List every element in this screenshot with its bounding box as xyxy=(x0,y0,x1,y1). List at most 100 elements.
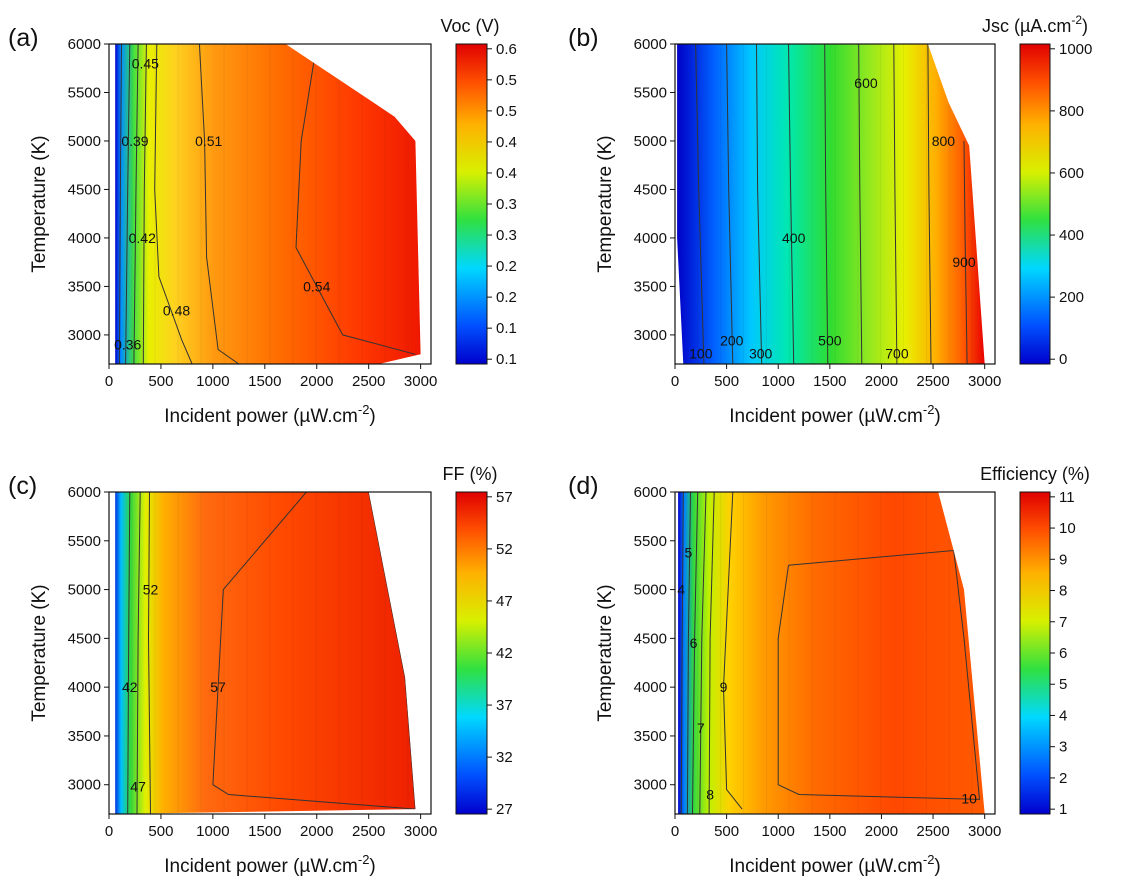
contour-line-47 xyxy=(136,492,141,814)
colorbar-tick-label: 27 xyxy=(496,801,513,818)
y-axis-label: Temperature (K) xyxy=(595,135,616,272)
contour-label: 200 xyxy=(720,333,744,349)
y-tick-label: 6000 xyxy=(634,484,667,501)
panel-b: 100 200 300 400 500 600 700 800 900 0 500 1000 1500 2… xyxy=(568,13,1092,427)
contour-line-0.54 xyxy=(295,44,416,355)
contour-line-10 xyxy=(777,549,981,800)
x-tick-label: 1500 xyxy=(248,823,281,840)
contour-line-600 xyxy=(858,44,863,364)
contour-line-6 xyxy=(692,492,699,814)
contour-label: 0.54 xyxy=(303,278,330,294)
contour-lines xyxy=(695,44,968,364)
x-tick-label: 500 xyxy=(714,823,739,840)
contour-line-57 xyxy=(212,492,416,810)
contour-label: 52 xyxy=(143,582,159,598)
y-tick-label: 3000 xyxy=(634,327,667,344)
x-tick-label: 2000 xyxy=(865,823,898,840)
y-tick-label: 4000 xyxy=(634,679,667,696)
colorbar xyxy=(1019,43,1051,365)
x-tick-label: 0 xyxy=(671,373,679,390)
contour-label: 0.42 xyxy=(129,230,156,246)
colorbar-tick-label: 400 xyxy=(1059,227,1084,244)
x-tick-label: 2500 xyxy=(916,373,949,390)
colorbar-tick-label: 1 xyxy=(1059,801,1067,818)
x-axis-label: Incident power (µW.cm-2) xyxy=(729,852,941,877)
contour-line-9 xyxy=(722,492,743,810)
colorbar-tick-label: 0.5 xyxy=(496,103,517,120)
y-tick-label: 4500 xyxy=(634,630,667,647)
contour-line-100 xyxy=(695,44,705,364)
colorbar-tick-label: 0.1 xyxy=(496,351,517,368)
x-tick-label: 2000 xyxy=(865,373,898,390)
y-tick-label: 5500 xyxy=(634,533,667,550)
y-tick-label: 5000 xyxy=(634,582,667,599)
colorbar-tick-label: 8 xyxy=(1059,583,1067,600)
contour-label: 57 xyxy=(210,679,226,695)
y-tick-label: 3000 xyxy=(68,327,101,344)
x-tick-label: 1000 xyxy=(762,373,795,390)
contour-label: 10 xyxy=(961,790,977,806)
colorbar-tick-label: 800 xyxy=(1059,103,1084,120)
plot-frame xyxy=(674,491,996,815)
contour-label: 8 xyxy=(706,786,714,802)
y-tick-label: 6000 xyxy=(68,484,101,501)
colorbar-tick-label: 0.2 xyxy=(496,289,517,306)
contour-label: 300 xyxy=(749,345,773,361)
y-tick-label: 5000 xyxy=(68,582,101,599)
colorbar-tick-label: 1000 xyxy=(1059,41,1092,58)
x-tick-label: 0 xyxy=(671,823,679,840)
x-tick-label: 1000 xyxy=(762,823,795,840)
contour-line-700 xyxy=(893,44,898,364)
contour-line-200 xyxy=(726,44,734,364)
x-tick-label: 0 xyxy=(105,373,113,390)
colorbar-title: Jsc (µA.cm-2) xyxy=(982,13,1088,36)
panel-c: 42 47 52 57 0 500 1000 1500 2000 2500 3000 6000 5500… xyxy=(8,464,513,877)
contour-line-0.39 xyxy=(125,44,131,364)
colorbar xyxy=(455,43,488,365)
x-tick-label: 1000 xyxy=(196,823,229,840)
colorbar-tick-label: 4 xyxy=(1059,707,1067,724)
colorbar-tick-label: 6 xyxy=(1059,645,1067,662)
plot-frame xyxy=(108,491,432,815)
colorbar-tick-label: 52 xyxy=(496,541,513,558)
y-axis-label: Temperature (K) xyxy=(595,584,616,721)
colorbar-tick-label: 42 xyxy=(496,645,513,662)
panel-label: (c) xyxy=(8,472,37,500)
y-tick-label: 6000 xyxy=(68,36,101,53)
colorbar xyxy=(455,491,488,815)
contour-lines xyxy=(680,492,981,814)
contour-label: 42 xyxy=(122,679,138,695)
contour-fill xyxy=(678,492,985,814)
colorbar-tick-label: 9 xyxy=(1059,551,1067,568)
contour-label: 0.39 xyxy=(121,133,148,149)
contour-line-8 xyxy=(708,492,715,814)
y-tick-label: 5000 xyxy=(634,133,667,150)
contour-line-900 xyxy=(963,140,968,364)
contour-line-4 xyxy=(680,492,684,814)
contour-line-52 xyxy=(147,492,151,814)
contour-fill xyxy=(115,44,421,364)
x-tick-label: 1500 xyxy=(813,373,846,390)
colorbar-tick-label: 2 xyxy=(1059,770,1067,787)
colorbar-tick-label: 10 xyxy=(1059,520,1076,537)
colorbar-tick-label: 11 xyxy=(1059,489,1075,506)
contour-label: 400 xyxy=(782,230,806,246)
x-tick-label: 2000 xyxy=(300,823,333,840)
colorbar-tick-label: 200 xyxy=(1059,289,1084,306)
x-tick-label: 500 xyxy=(714,373,739,390)
contour-line-0.51 xyxy=(198,44,240,364)
contour-label: 900 xyxy=(952,254,976,270)
contour-label: 0.45 xyxy=(132,55,159,71)
y-tick-label: 4000 xyxy=(68,230,101,247)
contour-line-42 xyxy=(127,492,131,814)
colorbar-tick-label: 0 xyxy=(1059,351,1067,368)
contour-line-0.42 xyxy=(133,44,139,364)
x-tick-label: 2500 xyxy=(352,373,385,390)
plot-frame xyxy=(674,43,996,365)
colorbar-tick-label: 0.3 xyxy=(496,196,517,213)
contour-label: 600 xyxy=(854,75,878,91)
contour-line-800 xyxy=(927,44,932,364)
y-tick-label: 4000 xyxy=(68,679,101,696)
contour-fill xyxy=(677,44,985,364)
